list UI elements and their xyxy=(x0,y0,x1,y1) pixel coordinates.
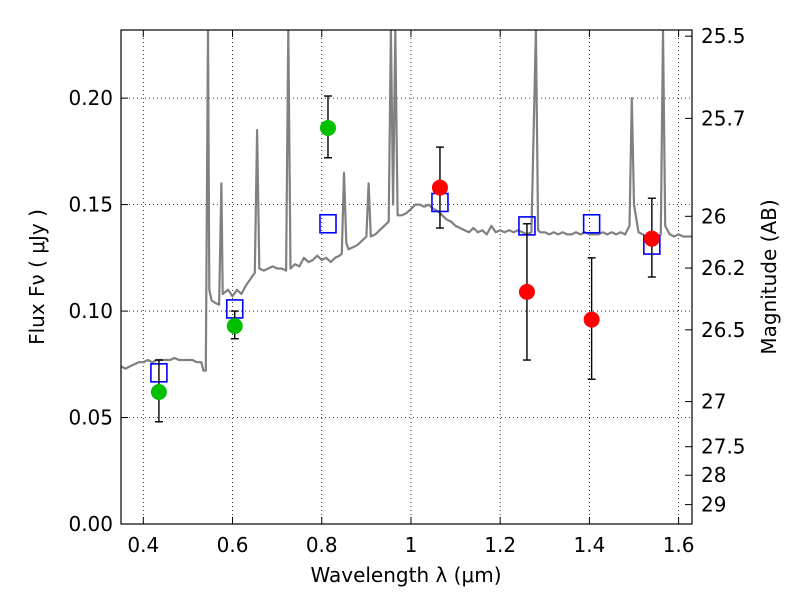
model-square-marker xyxy=(319,213,337,234)
y-tick-label: 0.10 xyxy=(68,299,113,323)
observed-point xyxy=(319,119,336,136)
observed-point xyxy=(518,283,535,300)
y-axis-title: Flux Fν ( μJy ) xyxy=(25,209,49,345)
right-tick-label: 28 xyxy=(701,463,726,487)
observed-point xyxy=(583,311,600,328)
marker-layer xyxy=(150,95,661,423)
observed-point xyxy=(431,179,448,196)
right-tick-label: 25.7 xyxy=(701,106,746,130)
y-tick-label: 0.05 xyxy=(68,406,113,430)
x-axis-title: Wavelength λ (μm) xyxy=(310,563,501,587)
right-tick-label: 25.5 xyxy=(701,24,746,48)
x-tick-label: 1.6 xyxy=(663,533,695,557)
observed-point xyxy=(643,230,660,247)
x-tick-label: 0.8 xyxy=(306,533,338,557)
plot-frame xyxy=(120,29,693,525)
data-layer xyxy=(121,30,692,372)
x-tick-label: 0.6 xyxy=(217,533,249,557)
x-tick-label: 1 xyxy=(405,533,418,557)
right-tick-label: 26 xyxy=(701,204,726,228)
observed-point xyxy=(150,383,167,400)
right-tick-label: 26.5 xyxy=(701,318,746,342)
right-tick-label: 29 xyxy=(701,493,726,517)
plot-background xyxy=(121,30,692,524)
axis-ticks: 0.4 0.6 0.8 1 1.2 1.4 1.6 0.00 0.05 0.10 0.15 0.20 2… xyxy=(68,24,745,557)
x-tick-label: 1.4 xyxy=(573,533,605,557)
observed-point xyxy=(226,317,243,334)
right-tick-label: 27.5 xyxy=(701,435,746,459)
y-tick-label: 0.20 xyxy=(68,86,113,110)
y-tick-label: 0.15 xyxy=(68,193,113,217)
right-axis-title: Magnitude (AB) xyxy=(757,199,781,354)
model-square-marker xyxy=(582,213,601,234)
y-tick-label: 0.00 xyxy=(68,512,113,536)
right-tick-label: 26.2 xyxy=(701,256,746,280)
spectrum-line xyxy=(121,30,692,372)
x-tick-label: 0.4 xyxy=(127,533,159,557)
x-tick-label: 1.2 xyxy=(484,533,516,557)
right-tick-label: 27 xyxy=(701,390,726,414)
